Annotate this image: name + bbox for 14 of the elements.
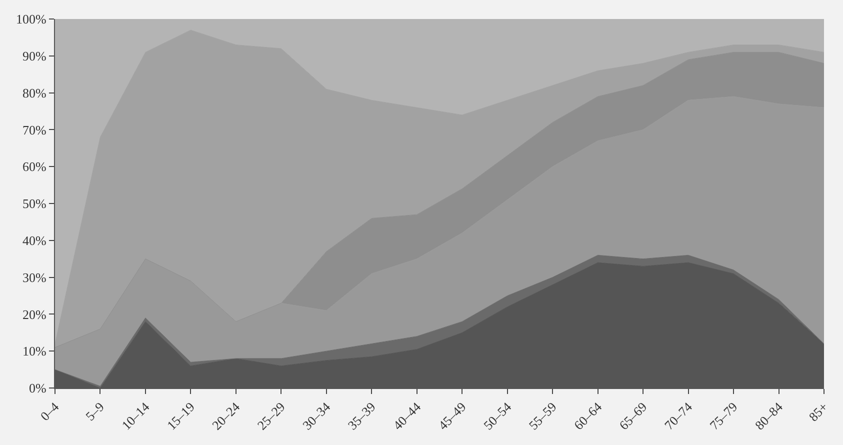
y-tick-label: 70% (22, 122, 47, 138)
y-tick-label: 0% (29, 380, 47, 396)
x-tick-label: 85+ (806, 399, 831, 424)
y-tick-label: 10% (22, 344, 47, 359)
x-tick-label: 0–4 (37, 398, 62, 424)
y-tick-label: 60% (22, 159, 47, 174)
y-tick-label: 20% (22, 306, 47, 322)
y-tick-label: 90% (22, 48, 47, 64)
y-tick-label: 80% (22, 85, 47, 100)
y-tick-label: 40% (22, 232, 47, 248)
y-tick-label: 30% (22, 270, 47, 285)
y-tick-label: 50% (22, 196, 47, 212)
x-tick-label: 5–9 (82, 399, 107, 424)
y-tick-label: 100% (16, 12, 47, 27)
